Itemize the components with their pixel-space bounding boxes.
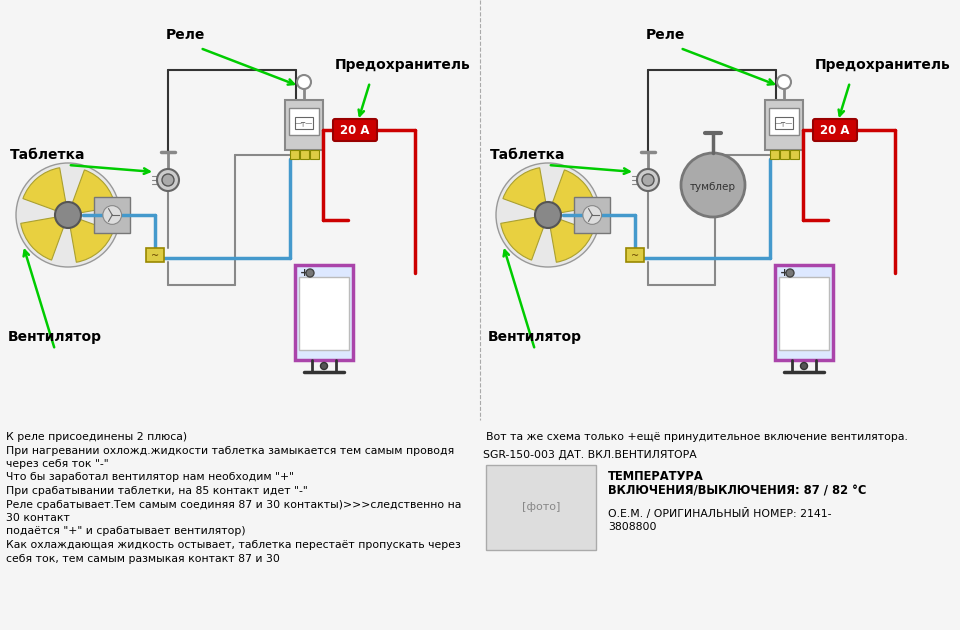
Text: себя ток, тем самым размыкая контакт 87 и 30: себя ток, тем самым размыкая контакт 87 … bbox=[6, 554, 280, 563]
Bar bbox=[299, 277, 349, 350]
Text: Вот та же схема только +ещё принудительное включение вентилятора.: Вот та же схема только +ещё принудительн… bbox=[486, 432, 908, 442]
Circle shape bbox=[583, 205, 602, 224]
Bar bbox=[780, 150, 789, 159]
Wedge shape bbox=[21, 215, 68, 260]
Wedge shape bbox=[68, 170, 115, 215]
Wedge shape bbox=[23, 168, 68, 215]
Text: через себя ток "-": через себя ток "-" bbox=[6, 459, 108, 469]
Circle shape bbox=[162, 174, 174, 186]
Text: —┬—: —┬— bbox=[775, 121, 793, 127]
Bar bbox=[289, 108, 319, 135]
Wedge shape bbox=[503, 168, 548, 215]
Text: О.Е.М. / ОРИГИНАЛЬНЫЙ НОМЕР: 2141-: О.Е.М. / ОРИГИНАЛЬНЫЙ НОМЕР: 2141- bbox=[608, 508, 831, 519]
Text: Реле: Реле bbox=[645, 28, 684, 42]
Circle shape bbox=[535, 202, 561, 228]
Text: Реле срабатывает.Тем самым соединяя 87 и 30 контакты)>>>следственно на: Реле срабатывает.Тем самым соединяя 87 и… bbox=[6, 500, 462, 510]
Text: ~: ~ bbox=[151, 251, 159, 261]
Text: Как охлаждающая жидкость остывает, таблетка перестаёт пропускать через: Как охлаждающая жидкость остывает, табле… bbox=[6, 540, 461, 550]
Text: При срабатывании таблетки, на 85 контакт идет "-": При срабатывании таблетки, на 85 контакт… bbox=[6, 486, 308, 496]
Text: 3808800: 3808800 bbox=[608, 522, 657, 532]
Bar bbox=[300, 150, 309, 159]
Text: Вентилятор: Вентилятор bbox=[488, 330, 582, 344]
Text: —┬—: —┬— bbox=[295, 121, 313, 127]
Circle shape bbox=[801, 362, 807, 370]
Bar bbox=[295, 117, 313, 129]
FancyBboxPatch shape bbox=[813, 119, 857, 141]
Circle shape bbox=[157, 169, 179, 191]
Text: Вентилятор: Вентилятор bbox=[8, 330, 102, 344]
Text: Предохранитель: Предохранитель bbox=[335, 58, 470, 72]
Bar bbox=[290, 150, 299, 159]
Text: подаётся "+" и срабатывает вентилятор): подаётся "+" и срабатывает вентилятор) bbox=[6, 527, 246, 537]
Text: ВКЛЮЧЕНИЯ/ВЫКЛЮЧЕНИЯ: 87 / 82 °C: ВКЛЮЧЕНИЯ/ВЫКЛЮЧЕНИЯ: 87 / 82 °C bbox=[608, 485, 866, 498]
Bar bbox=[94, 197, 131, 233]
Text: ~: ~ bbox=[631, 251, 639, 261]
Circle shape bbox=[297, 75, 311, 89]
Text: Что бы заработал вентилятор нам необходим "+": Что бы заработал вентилятор нам необходи… bbox=[6, 472, 294, 483]
Text: К реле присоединены 2 плюса): К реле присоединены 2 плюса) bbox=[6, 432, 187, 442]
Circle shape bbox=[642, 174, 654, 186]
Text: тумблер: тумблер bbox=[690, 182, 736, 192]
Text: +: + bbox=[780, 268, 789, 278]
Bar bbox=[310, 150, 319, 159]
Bar bbox=[790, 150, 799, 159]
Text: [фото]: [фото] bbox=[522, 502, 561, 512]
Circle shape bbox=[681, 153, 745, 217]
Circle shape bbox=[496, 163, 600, 267]
Circle shape bbox=[777, 75, 791, 89]
Bar bbox=[486, 465, 596, 550]
Circle shape bbox=[321, 362, 327, 370]
Bar bbox=[295, 265, 353, 360]
Circle shape bbox=[103, 205, 122, 224]
Circle shape bbox=[16, 163, 120, 267]
Wedge shape bbox=[501, 215, 548, 260]
Text: При нагревании охложд.жидкости таблетка замыкается тем самым проводя: При нагревании охложд.жидкости таблетка … bbox=[6, 445, 454, 455]
Text: SGR-150-003 ДАТ. ВКЛ.ВЕНТИЛЯТОРА: SGR-150-003 ДАТ. ВКЛ.ВЕНТИЛЯТОРА bbox=[483, 450, 697, 460]
Bar bbox=[775, 265, 833, 360]
Text: 20 А: 20 А bbox=[820, 125, 850, 137]
Text: +: + bbox=[300, 268, 309, 278]
Wedge shape bbox=[548, 215, 593, 262]
Text: Таблетка: Таблетка bbox=[490, 148, 565, 162]
Circle shape bbox=[637, 169, 659, 191]
Circle shape bbox=[306, 269, 314, 277]
Wedge shape bbox=[548, 170, 595, 215]
Wedge shape bbox=[68, 215, 113, 262]
Bar bbox=[146, 248, 164, 262]
Text: 20 А: 20 А bbox=[340, 125, 370, 137]
Text: Таблетка: Таблетка bbox=[10, 148, 85, 162]
Circle shape bbox=[55, 202, 81, 228]
Text: Предохранитель: Предохранитель bbox=[815, 58, 950, 72]
Bar bbox=[626, 248, 644, 262]
Bar bbox=[779, 277, 829, 350]
Bar bbox=[769, 108, 799, 135]
Text: Реле: Реле bbox=[165, 28, 204, 42]
Bar bbox=[574, 197, 611, 233]
Bar bbox=[765, 100, 803, 150]
Text: ТЕМПЕРАТУРА: ТЕМПЕРАТУРА bbox=[608, 470, 704, 483]
Circle shape bbox=[786, 269, 794, 277]
Bar bbox=[770, 150, 779, 159]
Text: 30 контакт: 30 контакт bbox=[6, 513, 70, 523]
Bar bbox=[775, 117, 793, 129]
Bar bbox=[285, 100, 323, 150]
FancyBboxPatch shape bbox=[333, 119, 377, 141]
